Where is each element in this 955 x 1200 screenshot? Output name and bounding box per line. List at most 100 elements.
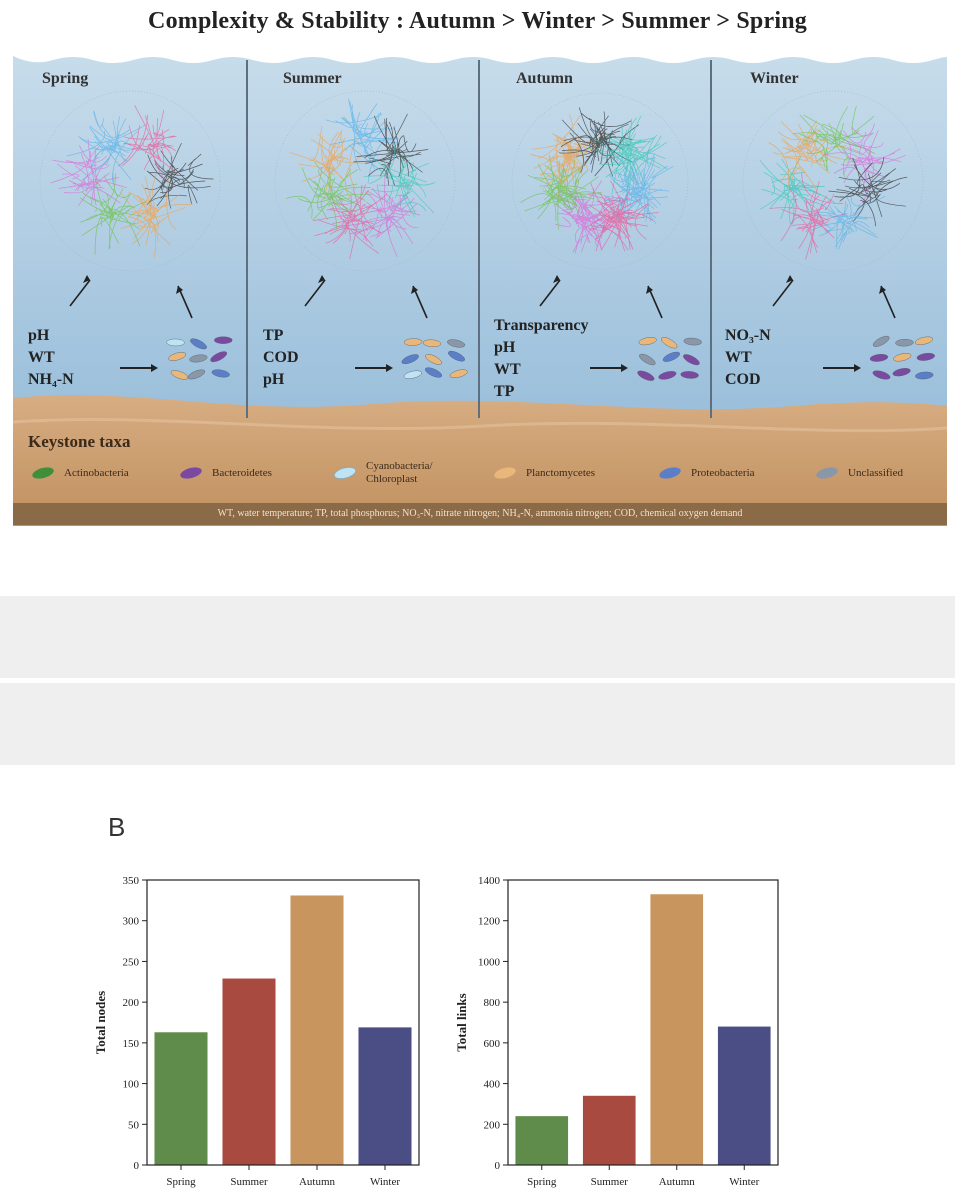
legend-item-cyanobacteria: Cyanobacteria/ Chloroplast (330, 460, 446, 486)
bacterium-icon (424, 367, 443, 378)
co-occurrence-network (511, 92, 689, 270)
legend-item-planctomycetes: Planctomycetes (490, 466, 595, 480)
bar-summer (582, 1095, 636, 1165)
x-tick-label: Winter (729, 1176, 759, 1188)
bar-charts: 0 50 100 150 200 250 300 350 Spring Summer Autumn W… (93, 875, 779, 1188)
y-axis-label: Total nodes (93, 991, 108, 1054)
x-tick-label: Spring (166, 1176, 196, 1188)
y-tick-label: 0 (495, 1160, 501, 1172)
y-axis-label: Total links (454, 993, 469, 1051)
y-tick-label: 50 (128, 1119, 140, 1131)
network-panels (13, 56, 947, 526)
panel-label-autumn: Autumn (516, 70, 573, 87)
bacterium-icon (914, 336, 934, 345)
y-tick-label: 350 (123, 875, 140, 887)
bacterium-icon (892, 368, 911, 377)
y-tick-label: 200 (123, 997, 140, 1009)
bacterium-icon (683, 354, 700, 366)
driver-label: TP (494, 383, 515, 400)
bar-spring (154, 1032, 208, 1165)
bacterium-icon (659, 467, 681, 479)
bacterium-icon (680, 371, 699, 379)
bacterium-icon (170, 370, 189, 380)
bacterium-icon (189, 354, 208, 363)
bacterium-icon (187, 369, 206, 380)
y-tick-label: 100 (123, 1079, 140, 1091)
y-tick-label: 1400 (478, 875, 501, 887)
legend-item-proteobacteria: Proteobacteria (655, 466, 755, 480)
bacterium-icon (494, 467, 516, 479)
bacterium-icon (872, 335, 890, 347)
legend-item-unclassified: Unclassified (812, 466, 903, 480)
bacterium-icon (210, 351, 228, 363)
legend-label: Planctomycetes (526, 467, 596, 479)
bacterium-icon (660, 337, 678, 349)
bacterium-icon (915, 371, 934, 380)
drivers-autumn: Transparency pH WT TP (494, 315, 589, 403)
co-occurrence-network (39, 90, 221, 272)
x-tick-label: Summer (230, 1176, 268, 1188)
panel-label-summer: Summer (283, 70, 342, 87)
y-tick-label: 400 (484, 1079, 501, 1091)
bacterium-icon (32, 467, 54, 479)
bacterium-icon (449, 369, 468, 379)
bacterium-icon (333, 466, 357, 480)
x-tick-label: Winter (370, 1176, 400, 1188)
bacterium-icon (637, 370, 655, 381)
driver-label: WT (725, 349, 752, 366)
driver-label: Transparency (494, 317, 589, 334)
blank-band-top (0, 596, 955, 678)
bacterium-icon (683, 337, 702, 346)
water-background (13, 56, 947, 526)
driver-label: NH₄-N (28, 371, 74, 388)
driver-label: TP (263, 327, 284, 344)
legend-item-bacteroidetes: Bacteroidetes (176, 466, 272, 480)
bacterium-icon (448, 350, 465, 362)
bacterium-icon (872, 370, 891, 380)
bacterium-icon (403, 338, 423, 346)
co-occurrence-network (274, 90, 456, 272)
x-tick-label: Autumn (659, 1176, 696, 1188)
bacterium-icon (425, 354, 442, 365)
arrow (539, 279, 561, 307)
panel-b-label: B (108, 812, 126, 842)
y-tick-label: 250 (123, 956, 140, 968)
bacterium-icon (401, 354, 419, 365)
blank-band-bottom (0, 683, 955, 765)
legend-item-actinobacteria: Actinobacteria (28, 466, 129, 480)
drivers-winter: NO₃-N WT COD (725, 325, 771, 391)
bacterium-icon (447, 339, 466, 348)
abbreviations-footnote: WT, water temperature; TP, total phospho… (13, 503, 947, 525)
driver-label: NO₃-N (725, 327, 771, 344)
y-tick-label: 1200 (478, 916, 501, 928)
legend-label: Unclassified (848, 467, 903, 479)
co-occurrence-network (742, 90, 924, 272)
driver-label: pH (28, 327, 50, 344)
bacterium-icon (168, 352, 187, 361)
driver-label: COD (263, 349, 299, 366)
bacterium-icon (638, 337, 657, 346)
panel-label-spring: Spring (42, 70, 89, 87)
bar-winter (358, 1027, 412, 1165)
plot-frame (146, 879, 420, 1166)
chart-2: 0 200 400 600 800 1000 1200 1400 Spring Summer Aut… (454, 875, 779, 1188)
bacterium-icon (214, 336, 233, 344)
bacterium-icon (916, 352, 935, 361)
bacterium-icon (422, 339, 442, 348)
y-tick-label: 150 (123, 1038, 140, 1050)
arrow (304, 279, 326, 307)
panel-label-winter: Winter (750, 70, 799, 87)
bacterium-icon (639, 353, 656, 366)
bacterium-icon (190, 338, 207, 350)
bacterium-icon (895, 338, 914, 347)
driver-label: WT (28, 349, 55, 366)
y-tick-label: 200 (484, 1119, 501, 1131)
driver-label: COD (725, 371, 761, 388)
y-tick-label: 1000 (478, 956, 501, 968)
bacterium-icon (180, 467, 202, 479)
drivers-spring: pH WT NH₄-N (28, 325, 74, 391)
x-tick-label: Spring (527, 1176, 557, 1188)
bacterium-icon (166, 338, 185, 347)
bacterium-icon (211, 369, 230, 378)
x-tick-label: Summer (591, 1176, 629, 1188)
